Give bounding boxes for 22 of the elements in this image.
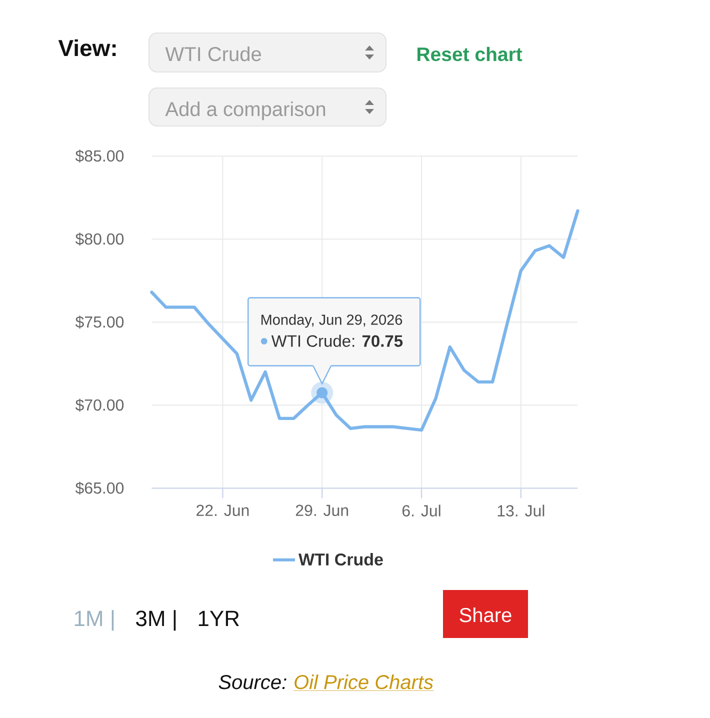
- text: View:: [58, 39, 116, 56]
- text: Share: [460, 608, 512, 622]
- y-tick-label: $85.00: [75, 150, 124, 163]
- x-tick-label: 6. Jul: [402, 504, 440, 516]
- y-tick-label: $70.00: [75, 398, 124, 412]
- text: Oil Price Charts: [294, 674, 434, 690]
- annotation: Monday, Jun 29, 2026: [261, 314, 402, 328]
- text: Reset chart: [418, 46, 522, 62]
- x-tick-label: 29. Jun: [296, 504, 348, 516]
- text: 1M |: [74, 610, 114, 631]
- source-note: Source:: [218, 675, 286, 690]
- y-tick-label: $75.00: [75, 316, 124, 329]
- text: Add a comparison: [165, 101, 326, 120]
- text: 3M |: [136, 610, 176, 631]
- x-tick-label: 22. Jun: [196, 504, 249, 516]
- annotation: WTI Crude: 70.75: [271, 334, 403, 347]
- text: WTI Crude: [165, 46, 261, 62]
- x-tick-label: 13. Jul: [498, 504, 544, 516]
- y-tick-label: $65.00: [75, 482, 124, 495]
- y-tick-label: $80.00: [75, 232, 124, 246]
- legend-label: WTI Crude: [298, 553, 383, 566]
- text: 1YR: [198, 610, 239, 626]
